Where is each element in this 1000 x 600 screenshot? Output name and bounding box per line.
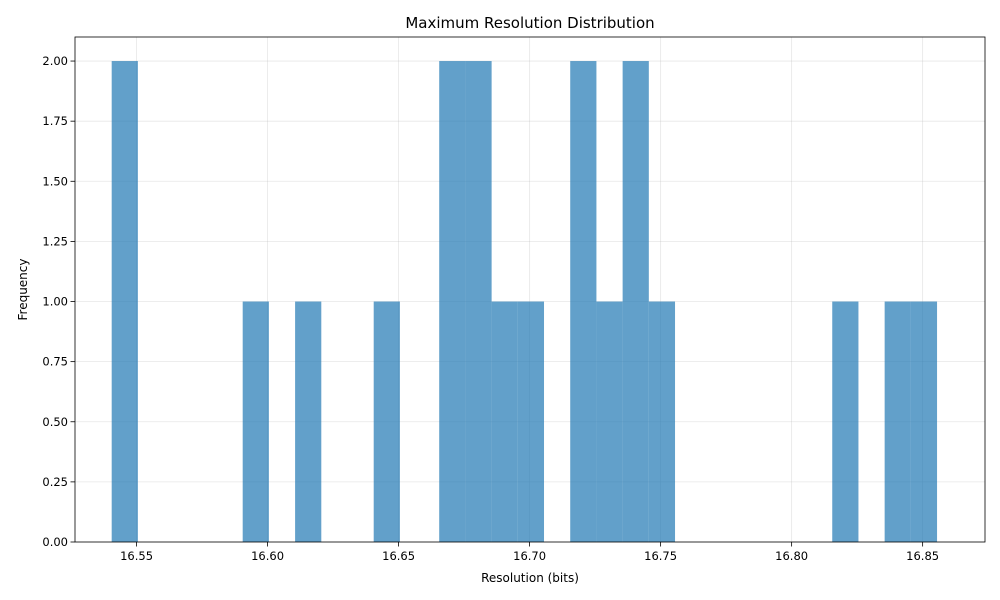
bars [111, 61, 938, 543]
x-tick-label: 16.75 [644, 549, 677, 563]
y-tick-label: 0.00 [42, 535, 68, 549]
histogram-bar [465, 61, 492, 543]
x-axis-label: Resolution (bits) [481, 571, 579, 585]
y-tick-label: 0.75 [42, 355, 68, 369]
histogram-bar [491, 301, 518, 542]
histogram-bar [111, 61, 138, 543]
y-axis: 0.00 0.25 0.50 0.75 1.00 1.25 1.50 1.75 2.00 [42, 54, 75, 549]
histogram-bar [373, 301, 400, 542]
histogram-bar [570, 61, 597, 543]
y-tick-label: 0.25 [42, 475, 68, 489]
histogram-bar [832, 301, 859, 542]
x-tick-label: 16.60 [251, 549, 284, 563]
histogram-bar [242, 301, 269, 542]
y-axis-label: Frequency [16, 259, 30, 321]
histogram-bar [295, 301, 322, 542]
x-tick-label: 16.55 [120, 549, 153, 563]
histogram-bar [884, 301, 911, 542]
x-tick-label: 16.85 [906, 549, 939, 563]
histogram-bar [439, 61, 466, 543]
x-tick-label: 16.80 [775, 549, 808, 563]
histogram-bar [517, 301, 545, 542]
y-tick-label: 1.25 [42, 234, 68, 248]
x-tick-label: 16.70 [513, 549, 546, 563]
y-tick-label: 0.50 [42, 415, 68, 429]
x-tick-label: 16.65 [382, 549, 415, 563]
histogram-bar [910, 301, 938, 542]
y-tick-label: 1.00 [42, 295, 68, 309]
histogram-bar [648, 301, 676, 542]
x-axis: 16.55 16.60 16.65 16.70 16.75 16.80 16.85 [120, 542, 939, 563]
histogram-bar [596, 301, 623, 542]
y-tick-label: 1.75 [42, 114, 68, 128]
y-tick-label: 2.00 [42, 54, 68, 68]
chart-title: Maximum Resolution Distribution [405, 14, 654, 32]
y-tick-label: 1.50 [42, 174, 68, 188]
histogram-bar [622, 61, 649, 543]
